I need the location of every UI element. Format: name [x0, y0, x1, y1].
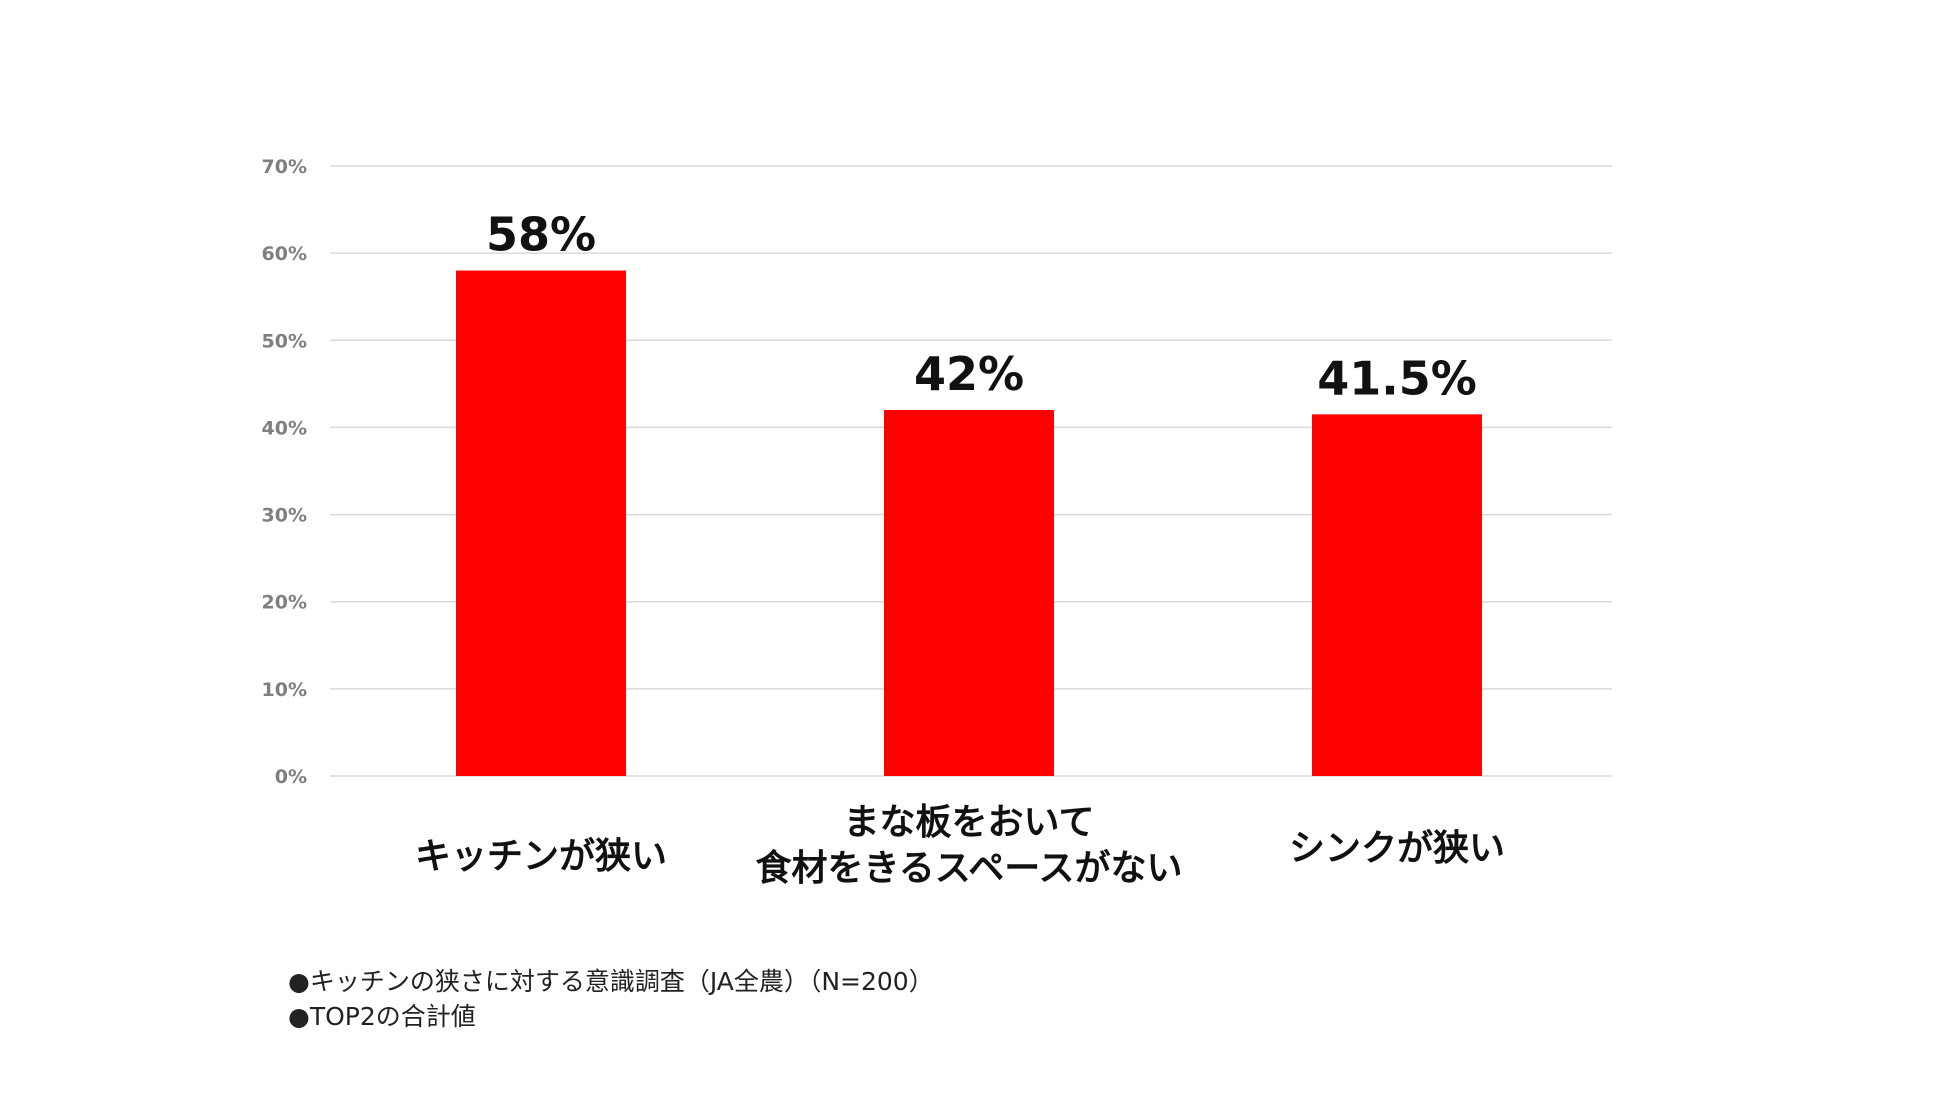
- footnote-survey-source: ●キッチンの狭さに対する意識調査（JA全農）（N=200）: [288, 967, 934, 996]
- category-label: キッチンが狭い: [415, 836, 667, 877]
- y-tick-label: 10%: [262, 679, 307, 701]
- data-labels: 58% 42% 41.5%: [486, 208, 1477, 406]
- y-tick-label: 50%: [262, 330, 307, 352]
- y-axis-ticks: 0% 10% 20% 30% 40% 50% 60% 70%: [262, 156, 307, 788]
- category-label: まな板をおいて: [844, 802, 1095, 843]
- category-label: シンクが狭い: [1289, 828, 1505, 869]
- data-label: 41.5%: [1317, 351, 1477, 405]
- footnotes: ●キッチンの狭さに対する意識調査（JA全農）（N=200） ●TOP2の合計値: [288, 964, 934, 1034]
- y-tick-label: 30%: [262, 505, 307, 527]
- y-tick-label: 60%: [262, 243, 307, 265]
- bar: [1312, 414, 1482, 776]
- data-label: 42%: [914, 347, 1024, 401]
- bar: [884, 410, 1054, 776]
- y-tick-label: 0%: [275, 766, 307, 788]
- footnote-top2-note: ●TOP2の合計値: [288, 1002, 476, 1031]
- y-tick-label: 40%: [262, 417, 307, 439]
- y-tick-label: 20%: [262, 592, 307, 614]
- data-label: 58%: [486, 208, 596, 262]
- y-tick-label: 70%: [262, 156, 307, 178]
- bar: [456, 270, 626, 776]
- category-label: 食材をきるスペースがない: [756, 848, 1183, 889]
- bars: [456, 270, 1482, 776]
